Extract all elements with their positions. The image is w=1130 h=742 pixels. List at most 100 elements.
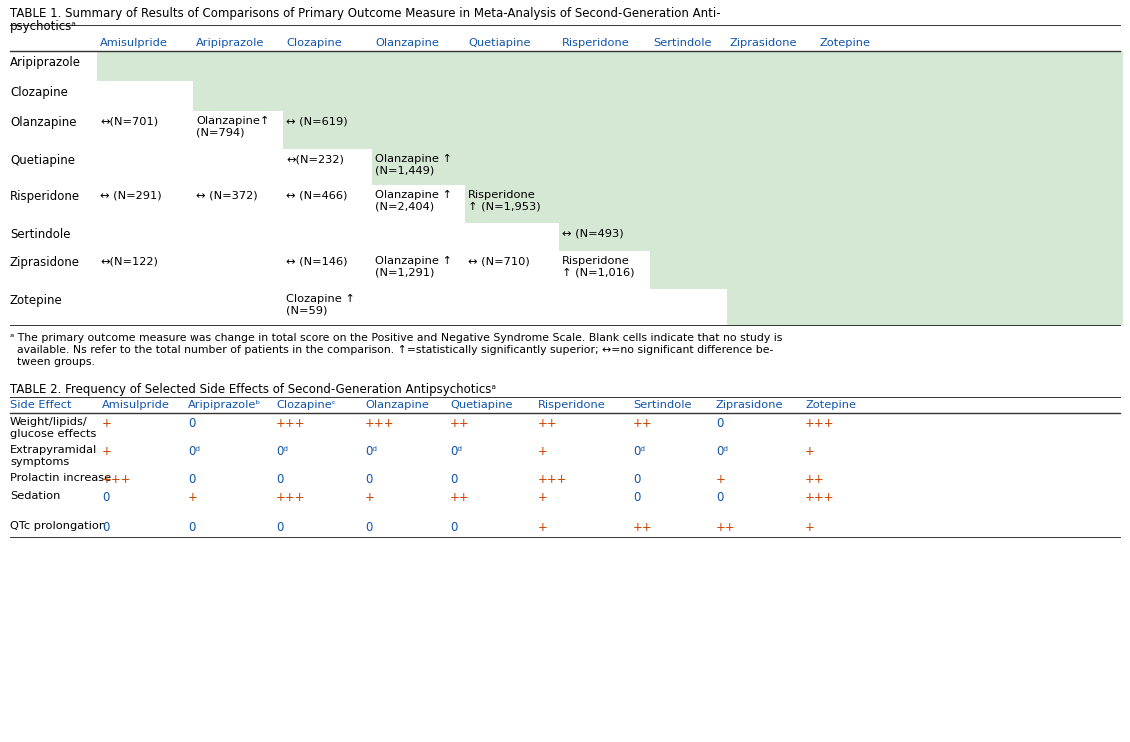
Text: 0: 0 — [633, 473, 641, 486]
Text: Clozapine: Clozapine — [10, 86, 68, 99]
Text: +++: +++ — [102, 473, 131, 486]
Text: ++: ++ — [450, 417, 470, 430]
Text: Zotepine: Zotepine — [805, 400, 857, 410]
Text: ↔ (N=372): ↔ (N=372) — [195, 190, 258, 200]
Text: Olanzapine: Olanzapine — [365, 400, 429, 410]
Text: Aripiprazoleᵇ: Aripiprazoleᵇ — [188, 400, 261, 410]
Bar — [559, 223, 1123, 251]
Text: 0ᵈ: 0ᵈ — [365, 445, 377, 458]
Text: Clozapine: Clozapine — [286, 38, 341, 48]
Text: +++: +++ — [276, 417, 305, 430]
Text: Olanzapine↑
(N=794): Olanzapine↑ (N=794) — [195, 116, 269, 138]
Text: Quetiapine: Quetiapine — [468, 38, 530, 48]
Text: Quetiapine: Quetiapine — [450, 400, 513, 410]
Text: +: + — [538, 491, 548, 504]
Text: Risperidone
↑ (N=1,016): Risperidone ↑ (N=1,016) — [562, 256, 635, 278]
Text: Aripiprazole: Aripiprazole — [195, 38, 264, 48]
Text: Amisulpride: Amisulpride — [102, 400, 170, 410]
Text: QTc prolongation: QTc prolongation — [10, 521, 106, 531]
Text: +: + — [538, 521, 548, 534]
Text: Quetiapine: Quetiapine — [10, 154, 75, 167]
Text: ↔ (N=466): ↔ (N=466) — [286, 190, 347, 200]
Text: 0: 0 — [365, 473, 373, 486]
Text: Weight/lipids/
glucose effects: Weight/lipids/ glucose effects — [10, 417, 96, 439]
Text: ++: ++ — [716, 521, 736, 534]
Bar — [727, 289, 1123, 325]
Text: 0: 0 — [450, 521, 458, 534]
Text: Extrapyramidal
symptoms: Extrapyramidal symptoms — [10, 445, 97, 467]
Text: Olanzapine ↑
(N=1,449): Olanzapine ↑ (N=1,449) — [375, 154, 452, 176]
Text: Zotepine: Zotepine — [820, 38, 871, 48]
Text: Ziprasidone: Ziprasidone — [716, 400, 783, 410]
Text: +: + — [102, 417, 112, 430]
Text: ↔(N=701): ↔(N=701) — [99, 116, 158, 126]
Text: 0: 0 — [716, 417, 723, 430]
Bar — [97, 51, 1123, 81]
Text: TABLE 1. Summary of Results of Comparisons of Primary Outcome Measure in Meta-An: TABLE 1. Summary of Results of Compariso… — [10, 7, 721, 20]
Bar — [466, 185, 1123, 223]
Text: Sertindole: Sertindole — [633, 400, 692, 410]
Text: ↔ (N=710): ↔ (N=710) — [468, 256, 530, 266]
Text: 0: 0 — [365, 521, 373, 534]
Text: ᵃ The primary outcome measure was change in total score on the Positive and Nega: ᵃ The primary outcome measure was change… — [10, 333, 782, 343]
Text: Ziprasidone: Ziprasidone — [730, 38, 798, 48]
Text: +: + — [805, 521, 815, 534]
Text: 0: 0 — [276, 521, 284, 534]
Text: Prolactin increase: Prolactin increase — [10, 473, 111, 483]
Text: ++: ++ — [450, 491, 470, 504]
Text: 0ᵈ: 0ᵈ — [450, 445, 462, 458]
Text: 0: 0 — [450, 473, 458, 486]
Text: Sedation: Sedation — [10, 491, 60, 501]
Text: ++: ++ — [633, 417, 653, 430]
Text: ↔(N=122): ↔(N=122) — [99, 256, 158, 266]
Text: +: + — [365, 491, 375, 504]
Text: ↔ (N=291): ↔ (N=291) — [99, 190, 162, 200]
Text: Olanzapine: Olanzapine — [375, 38, 438, 48]
Text: +++: +++ — [276, 491, 305, 504]
Text: ++: ++ — [805, 473, 825, 486]
Text: Sertindole: Sertindole — [653, 38, 712, 48]
Text: 0: 0 — [716, 491, 723, 504]
Bar — [282, 111, 1123, 149]
Text: 0ᵈ: 0ᵈ — [276, 445, 288, 458]
Text: 0ᵈ: 0ᵈ — [188, 445, 200, 458]
Text: Risperidone: Risperidone — [562, 38, 629, 48]
Text: ↔ (N=146): ↔ (N=146) — [286, 256, 348, 266]
Bar — [650, 251, 1123, 289]
Text: +: + — [102, 445, 112, 458]
Text: ++: ++ — [633, 521, 653, 534]
Text: ↔(N=232): ↔(N=232) — [286, 154, 344, 164]
Text: tween groups.: tween groups. — [10, 357, 95, 367]
Text: +++: +++ — [805, 491, 835, 504]
Text: 0: 0 — [633, 491, 641, 504]
Text: +: + — [716, 473, 725, 486]
Text: Aripiprazole: Aripiprazole — [10, 56, 81, 69]
Text: Ziprasidone: Ziprasidone — [10, 256, 80, 269]
Text: Risperidone
↑ (N=1,953): Risperidone ↑ (N=1,953) — [468, 190, 540, 211]
Text: ++: ++ — [538, 417, 558, 430]
Text: 0: 0 — [276, 473, 284, 486]
Text: 0: 0 — [102, 521, 110, 534]
Text: +: + — [805, 445, 815, 458]
Text: +++: +++ — [805, 417, 835, 430]
Bar — [193, 81, 1123, 111]
Text: Sertindole: Sertindole — [10, 228, 70, 241]
Text: Clozapine ↑
(N=59): Clozapine ↑ (N=59) — [286, 294, 355, 315]
Text: Olanzapine ↑
(N=2,404): Olanzapine ↑ (N=2,404) — [375, 190, 452, 211]
Text: Side Effect: Side Effect — [10, 400, 71, 410]
Text: Olanzapine ↑
(N=1,291): Olanzapine ↑ (N=1,291) — [375, 256, 452, 278]
Text: 0ᵈ: 0ᵈ — [633, 445, 645, 458]
Text: Clozapineᶜ: Clozapineᶜ — [276, 400, 336, 410]
Text: available. Ns refer to the total number of patients in the comparison. ↑=statist: available. Ns refer to the total number … — [10, 345, 773, 355]
Text: +: + — [538, 445, 548, 458]
Text: ↔ (N=619): ↔ (N=619) — [286, 116, 348, 126]
Text: Amisulpride: Amisulpride — [99, 38, 168, 48]
Text: 0: 0 — [188, 521, 195, 534]
Text: Risperidone: Risperidone — [10, 190, 80, 203]
Text: +++: +++ — [538, 473, 567, 486]
Text: Zotepine: Zotepine — [10, 294, 63, 307]
Text: 0: 0 — [188, 473, 195, 486]
Text: Risperidone: Risperidone — [538, 400, 606, 410]
Text: Olanzapine: Olanzapine — [10, 116, 77, 129]
Text: 0: 0 — [102, 491, 110, 504]
